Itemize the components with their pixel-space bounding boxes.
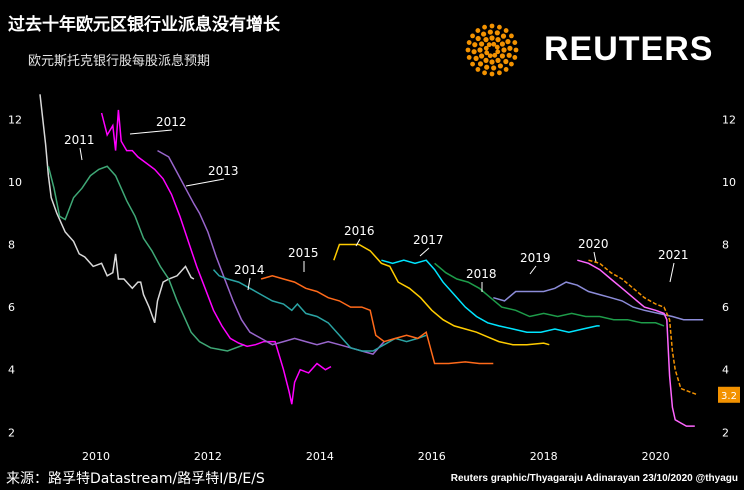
series-label-2012: 2012 bbox=[156, 115, 187, 129]
series-line-base bbox=[39, 94, 195, 324]
y-tick-right: 4 bbox=[722, 364, 729, 377]
y-tick-left: 12 bbox=[8, 113, 22, 126]
series-label-leader bbox=[593, 251, 597, 263]
series-line-2011 bbox=[47, 165, 245, 352]
series-label-2020: 2020 bbox=[578, 237, 609, 251]
y-tick-right: 6 bbox=[722, 301, 729, 314]
reuters-logo[interactable]: REUTERS bbox=[462, 20, 724, 82]
y-tick-left: 8 bbox=[8, 239, 15, 252]
y-tick-left: 10 bbox=[8, 176, 22, 189]
series-line-2018 bbox=[434, 262, 665, 327]
series-line-2014 bbox=[212, 269, 427, 352]
series-line-2015 bbox=[260, 275, 494, 365]
series-label-2014: 2014 bbox=[234, 263, 265, 277]
series-label-2015: 2015 bbox=[288, 246, 319, 260]
series-label-leader bbox=[185, 178, 225, 187]
series-label-leader bbox=[669, 262, 675, 283]
series-line-2017 bbox=[381, 259, 600, 333]
series-line-2016 bbox=[333, 243, 550, 346]
series-label-2019: 2019 bbox=[520, 251, 551, 265]
series-label-2016: 2016 bbox=[344, 224, 375, 238]
y-tick-left: 6 bbox=[8, 301, 15, 314]
series-label-leader bbox=[79, 147, 83, 161]
graphic-credit: Reuters graphic/Thyagaraju Adinarayan 23… bbox=[450, 473, 738, 484]
series-line-2021 bbox=[588, 259, 698, 396]
series-label-2013: 2013 bbox=[208, 164, 239, 178]
series-label-leader bbox=[355, 238, 361, 247]
series-label-leader bbox=[419, 247, 430, 257]
series-line-2012 bbox=[100, 109, 332, 405]
series-label-2011: 2011 bbox=[64, 133, 95, 147]
reuters-dot-sunburst-icon bbox=[465, 23, 519, 77]
y-tick-right: 12 bbox=[722, 113, 736, 126]
series-label-2021: 2021 bbox=[658, 248, 689, 262]
series-line-2020 bbox=[577, 259, 695, 427]
source-note: 来源：路孚特Datastream/路孚特I/B/E/S bbox=[6, 471, 265, 487]
chart-subtitle: 欧元斯托克银行股每股派息预期 bbox=[28, 54, 211, 69]
series-label-2018: 2018 bbox=[466, 267, 497, 281]
x-tick-label: 2014 bbox=[306, 450, 334, 463]
series-line-2019 bbox=[493, 281, 704, 321]
y-tick-right: 2 bbox=[722, 426, 729, 439]
series-label-leader bbox=[529, 265, 537, 275]
y-tick-right: 10 bbox=[722, 176, 736, 189]
series-label-leader bbox=[129, 129, 173, 135]
x-tick-label: 2010 bbox=[82, 450, 110, 463]
end-value-badge bbox=[718, 386, 740, 403]
series-label-2017: 2017 bbox=[413, 233, 444, 247]
x-tick-label: 2018 bbox=[530, 450, 558, 463]
x-tick-label: 2016 bbox=[418, 450, 446, 463]
y-tick-right: 8 bbox=[722, 239, 729, 252]
series-line-2013 bbox=[157, 149, 385, 355]
x-tick-label: 2020 bbox=[642, 450, 670, 463]
y-tick-left: 2 bbox=[8, 426, 15, 439]
chart-title: 过去十年欧元区银行业派息没有增长 bbox=[8, 15, 280, 35]
brand-wordmark: REUTERS bbox=[544, 30, 714, 68]
end-value-label: 3.2 bbox=[721, 391, 737, 402]
y-tick-left: 4 bbox=[8, 364, 15, 377]
x-tick-label: 2012 bbox=[194, 450, 222, 463]
series-label-leader bbox=[247, 277, 251, 291]
